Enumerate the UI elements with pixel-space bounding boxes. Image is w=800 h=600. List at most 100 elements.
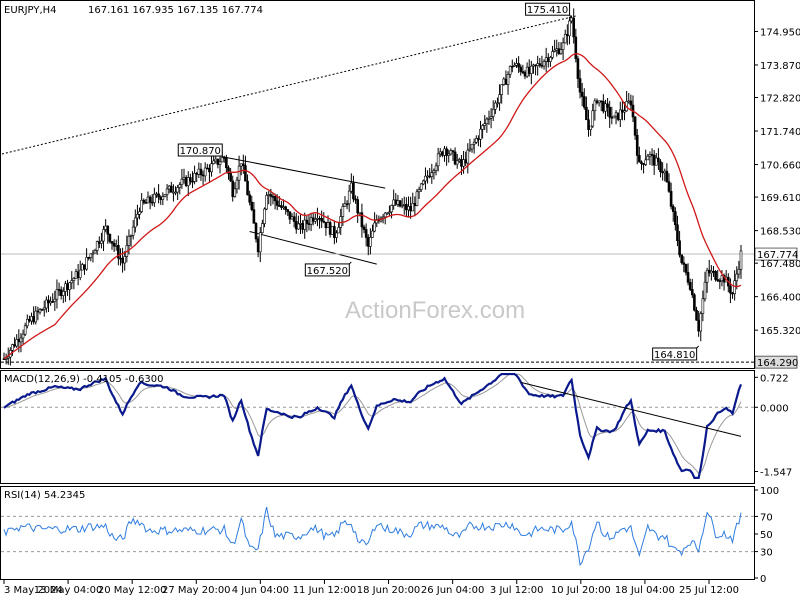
candle-body: [195, 173, 199, 175]
candle-body: [676, 224, 679, 242]
candle-body: [612, 115, 616, 119]
annotation-label: 167.520: [307, 266, 348, 277]
candle-body: [220, 157, 224, 163]
candle-body: [517, 63, 520, 68]
candle-body: [580, 91, 584, 97]
candle-body: [621, 109, 624, 113]
candle-body: [239, 163, 243, 167]
candle-body: [589, 125, 592, 130]
candle-body: [428, 175, 431, 178]
candle-body: [167, 185, 171, 190]
candle-body: [595, 100, 599, 104]
candle-body: [627, 100, 631, 103]
candle-body: [661, 171, 664, 174]
candle-body: [129, 234, 133, 237]
candle-body: [481, 125, 484, 130]
annotation-box: [304, 263, 350, 277]
channel-top: [224, 156, 386, 189]
candle-body: [472, 141, 476, 145]
candle-body: [690, 289, 694, 296]
candle-body: [652, 154, 656, 166]
candle-body: [402, 204, 406, 206]
candle-body: [256, 238, 260, 253]
candle-body: [654, 157, 658, 166]
candle-body: [55, 289, 59, 300]
y-tick-label: 170.660: [760, 161, 800, 172]
candle-body: [477, 138, 480, 140]
candle-body: [483, 123, 487, 126]
x-tick-label: 4 Jun 04:00: [232, 585, 289, 596]
annotation-box: [525, 2, 571, 16]
candle-body: [72, 278, 76, 281]
candle-body: [119, 257, 122, 260]
candle-body: [710, 270, 713, 274]
candle-body: [388, 211, 391, 214]
candle-body: [701, 298, 705, 314]
candle-body: [17, 339, 21, 343]
candle-body: [485, 118, 489, 124]
trendline-upper: [1, 15, 576, 155]
candle-body: [70, 280, 74, 284]
candle-body: [263, 208, 266, 224]
candle-body: [278, 205, 281, 207]
candle-body: [123, 256, 127, 264]
annotation-connector: [569, 14, 572, 18]
x-tick-label: 11 Jun 12:00: [293, 585, 357, 596]
y-tick-label: 169.610: [760, 193, 800, 204]
candle-body: [648, 154, 652, 157]
candle-body: [248, 194, 251, 203]
annotation-connector: [348, 261, 352, 265]
candle-body: [170, 185, 173, 193]
candle-body: [212, 160, 215, 164]
candle-body: [53, 298, 57, 302]
candle-body: [487, 117, 491, 120]
candle-body: [335, 232, 338, 238]
candle-body: [447, 153, 451, 156]
candle-body: [19, 337, 23, 343]
candle-body: [178, 184, 182, 188]
rsi-y-tick-label: 70: [760, 512, 773, 523]
y-tick-label: 167.480: [760, 259, 800, 270]
macd-trendline: [520, 381, 742, 437]
candle-body: [644, 159, 647, 165]
x-tick-label: 13 May 04:00: [34, 585, 103, 596]
candle-body: [288, 211, 292, 220]
candle-body: [549, 57, 552, 62]
rsi-y-tick-label: 50: [760, 530, 773, 541]
candle-body: [273, 196, 277, 202]
candle-body: [138, 211, 141, 215]
current-price-box: [754, 247, 798, 261]
candle-body: [563, 34, 567, 44]
candle-body: [142, 199, 146, 203]
candle-body: [449, 150, 453, 155]
candle-body: [242, 163, 245, 166]
candle-body: [265, 195, 268, 210]
candle-body: [250, 201, 254, 210]
candle-body: [271, 195, 275, 198]
x-tick-label: 18 Jul 04:00: [615, 585, 675, 596]
candle-body: [555, 48, 559, 51]
candle-body: [405, 204, 408, 211]
candle-body: [284, 206, 287, 210]
candle-body: [244, 165, 247, 182]
candle-body: [261, 223, 264, 234]
candle-body: [597, 100, 601, 104]
candle-body: [136, 213, 139, 219]
candle-body: [28, 319, 31, 322]
candle-body: [4, 358, 8, 360]
candle-body: [510, 65, 514, 68]
candle-body: [667, 181, 671, 192]
candle-body: [386, 212, 389, 215]
candle-body: [354, 198, 357, 201]
candle-body: [695, 309, 698, 321]
candle-body: [542, 61, 546, 67]
candle-body: [362, 226, 366, 230]
x-tick-label: 20 May 12:00: [98, 585, 167, 596]
candle-body: [551, 51, 554, 58]
candle-body: [74, 271, 78, 279]
candle-body: [640, 161, 643, 164]
candle-body: [703, 281, 707, 300]
candle-body: [206, 167, 209, 170]
candle-body: [352, 182, 355, 200]
